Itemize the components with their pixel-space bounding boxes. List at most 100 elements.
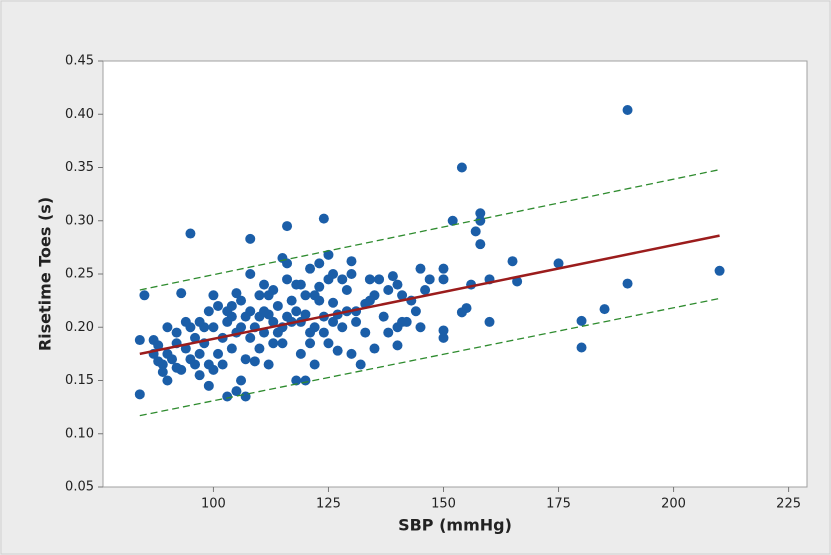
point xyxy=(470,226,481,237)
point xyxy=(383,327,394,338)
point xyxy=(249,356,260,367)
point xyxy=(507,256,518,267)
point xyxy=(171,362,182,373)
point xyxy=(203,380,214,391)
point xyxy=(291,279,302,290)
point xyxy=(208,290,219,301)
point xyxy=(300,290,311,301)
point xyxy=(245,332,256,343)
point xyxy=(475,215,486,226)
point xyxy=(309,359,320,370)
point xyxy=(337,274,348,285)
y-tick-label: 0.15 xyxy=(65,373,94,388)
point xyxy=(157,359,168,370)
point xyxy=(185,228,196,239)
point xyxy=(305,338,316,349)
point xyxy=(512,276,523,287)
point xyxy=(332,345,343,356)
point xyxy=(157,366,168,377)
point xyxy=(259,279,270,290)
point xyxy=(162,322,173,333)
x-tick-label: 100 xyxy=(201,497,226,512)
point xyxy=(282,221,293,232)
point xyxy=(346,348,357,359)
point xyxy=(314,295,325,306)
point xyxy=(475,208,486,219)
point xyxy=(226,343,237,354)
x-tick-label: 125 xyxy=(316,497,341,512)
point xyxy=(576,342,587,353)
point xyxy=(139,290,150,301)
y-tick-label: 0.20 xyxy=(65,320,94,335)
point xyxy=(415,263,426,274)
plot-area xyxy=(102,60,808,488)
point xyxy=(203,359,214,370)
point xyxy=(622,278,633,289)
point xyxy=(272,327,283,338)
y-axis-title: Risetime Toes (s) xyxy=(36,197,55,351)
point xyxy=(236,375,247,386)
point xyxy=(424,274,435,285)
point xyxy=(438,325,449,336)
point xyxy=(259,306,270,317)
point xyxy=(553,258,564,269)
y-tick-label: 0.05 xyxy=(65,480,94,495)
point xyxy=(286,295,297,306)
point xyxy=(360,327,371,338)
point xyxy=(194,348,205,359)
point xyxy=(272,300,283,311)
point xyxy=(328,269,339,279)
point xyxy=(714,265,725,276)
point xyxy=(622,104,633,115)
point xyxy=(190,332,201,343)
point xyxy=(134,389,145,400)
point xyxy=(291,306,302,317)
point xyxy=(392,279,403,290)
point xyxy=(323,338,334,349)
point xyxy=(231,386,242,397)
point xyxy=(194,316,205,327)
point xyxy=(438,263,449,274)
point xyxy=(456,162,467,173)
point xyxy=(171,327,182,338)
x-tick-label: 175 xyxy=(546,497,571,512)
point xyxy=(167,354,178,365)
point xyxy=(254,343,265,354)
point xyxy=(314,258,325,269)
point xyxy=(387,271,398,282)
point xyxy=(576,315,587,326)
y-tick-label: 0.45 xyxy=(65,54,94,69)
x-tick-label: 200 xyxy=(661,497,686,512)
point xyxy=(378,311,389,322)
y-tick-label: 0.35 xyxy=(65,160,94,175)
point xyxy=(397,290,408,301)
point xyxy=(222,391,233,402)
point xyxy=(134,335,145,346)
point xyxy=(240,354,251,365)
point xyxy=(383,284,394,295)
point xyxy=(194,370,205,381)
point xyxy=(277,338,288,349)
point xyxy=(364,274,375,285)
point xyxy=(305,327,316,338)
point xyxy=(355,359,366,370)
point xyxy=(263,359,274,370)
point xyxy=(369,343,380,354)
point xyxy=(185,354,196,365)
point xyxy=(346,269,357,279)
point xyxy=(300,375,311,386)
point xyxy=(318,327,329,338)
point xyxy=(599,304,610,315)
y-tick-label: 0.30 xyxy=(65,213,94,228)
point xyxy=(213,300,224,311)
point xyxy=(410,306,421,317)
point xyxy=(236,295,247,306)
point xyxy=(222,316,233,327)
point xyxy=(245,269,256,279)
point xyxy=(291,375,302,386)
point xyxy=(392,340,403,351)
point xyxy=(300,309,311,320)
point xyxy=(295,348,306,359)
